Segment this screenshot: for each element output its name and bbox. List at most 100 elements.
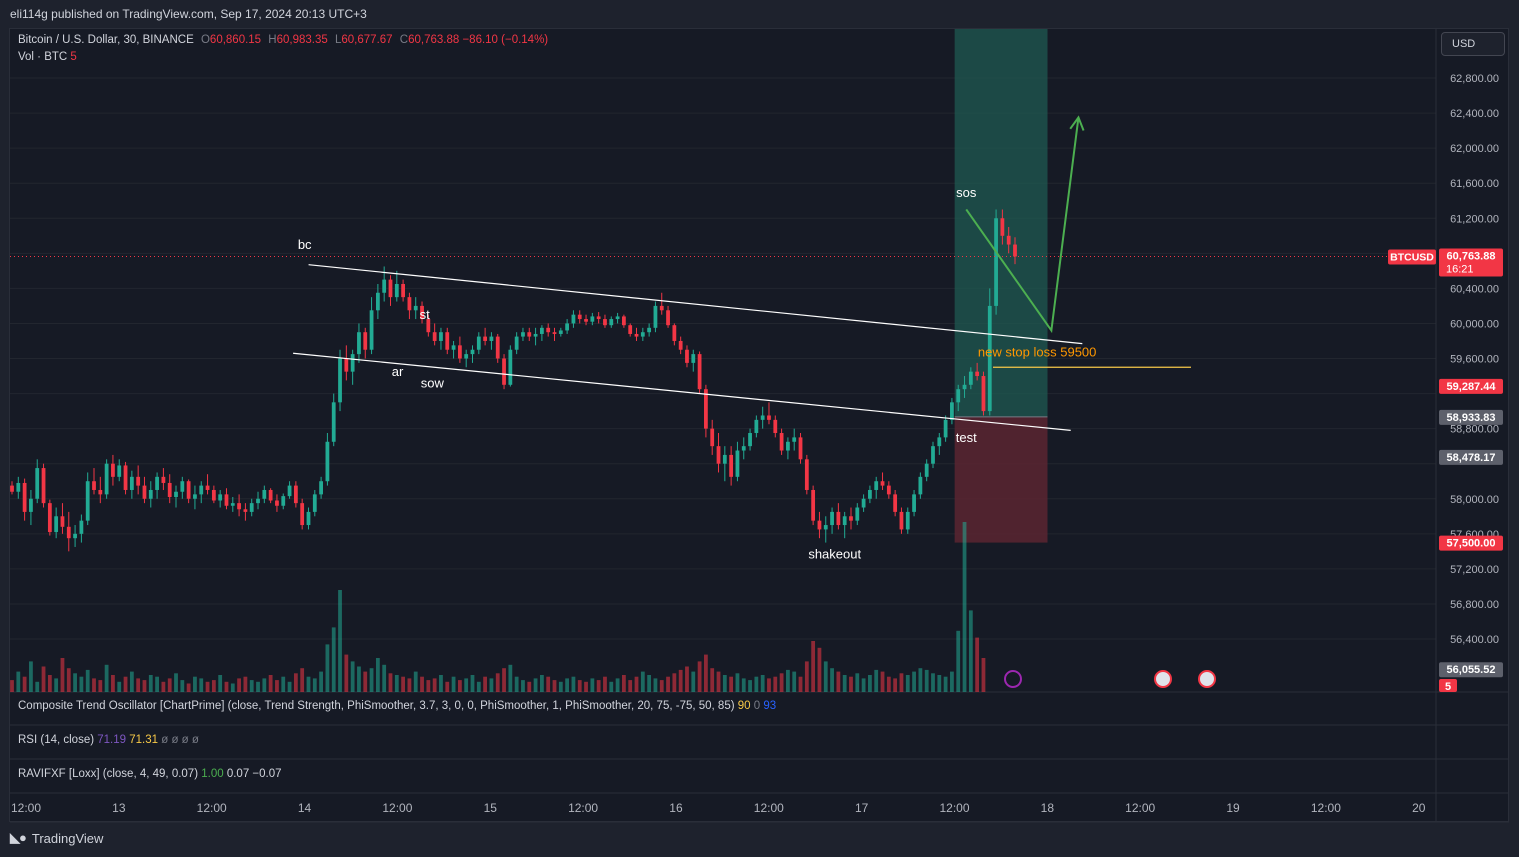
y-tick-label: 58,000.00 — [1450, 494, 1499, 506]
rsi-title: RSI (14, close) — [18, 734, 95, 746]
high-label: H — [268, 34, 277, 46]
candle-body — [211, 489, 216, 501]
volume-bar — [312, 678, 317, 692]
volume-value: 5 — [70, 51, 77, 63]
candle-body — [382, 279, 387, 293]
x-tick-label: 12:00 — [1125, 801, 1155, 815]
long-position-tool — [954, 29, 1048, 543]
candle-body — [312, 494, 317, 512]
volume-bar — [905, 675, 910, 692]
candle-body — [1013, 244, 1017, 257]
projection-arrow — [965, 117, 1080, 334]
candle-body — [609, 319, 614, 326]
volume-bar — [237, 678, 241, 692]
volume-bar — [129, 671, 134, 692]
candle-body — [104, 463, 109, 495]
candle-body — [502, 358, 506, 385]
candle-body — [817, 520, 822, 530]
volume-bar — [41, 666, 46, 692]
candle-body — [275, 500, 279, 506]
candle-body — [546, 327, 551, 333]
price-tag-label: 5 — [1445, 681, 1451, 693]
volume-bars — [10, 522, 986, 692]
annotation-sos: sos — [956, 185, 977, 200]
x-tick-label: 12:00 — [11, 801, 41, 815]
volume-bar — [767, 678, 771, 692]
rsi-indicator-legend[interactable]: RSI (14, close) 71.19 71.31 ø ø ø ø — [18, 734, 199, 746]
candle-body — [237, 503, 241, 510]
candle-body — [861, 498, 866, 508]
volume-bar — [502, 668, 506, 692]
candle-body — [293, 485, 298, 504]
candle-body — [369, 310, 374, 350]
symbol-legend[interactable]: Bitcoin / U.S. Dollar, 30, BINANCE O60,8… — [18, 34, 548, 46]
candle-body — [180, 481, 185, 492]
volume-bar — [628, 680, 633, 692]
projection-arrowhead — [1069, 115, 1085, 131]
ravi-indicator-legend[interactable]: RAVIFXF [Loxx] (close, 4, 49, 0.07) 1.00… — [18, 768, 282, 780]
volume-bar — [741, 678, 746, 692]
candle-body — [79, 520, 84, 534]
candle-body — [798, 437, 803, 460]
volume-bar — [256, 681, 260, 692]
volume-bar — [924, 669, 929, 692]
lightning-event-icon[interactable] — [1004, 670, 1022, 688]
candle-body — [193, 494, 197, 499]
candle-body — [533, 333, 538, 337]
volume-legend[interactable]: Vol · BTC 5 — [18, 51, 77, 63]
volume-bar — [319, 671, 323, 692]
candle-body — [704, 389, 708, 429]
candle-body — [483, 336, 488, 341]
high-value: 60,983.35 — [276, 34, 328, 46]
candle-body — [836, 511, 841, 526]
candle-body — [849, 516, 853, 521]
close-value: 60,763.88 — [408, 34, 460, 46]
candle-body — [375, 292, 380, 311]
volume-bar — [331, 627, 336, 692]
candle-body — [514, 336, 519, 350]
currency-button[interactable]: USD — [1441, 32, 1505, 56]
price-tag-countdown: 16:21 — [1446, 263, 1474, 275]
volume-bar — [899, 673, 904, 692]
y-tick-label: 62,800.00 — [1450, 73, 1499, 85]
annotation-bc: bc — [298, 237, 312, 252]
candle-body — [199, 485, 204, 495]
candle-body — [792, 437, 797, 442]
y-tick-label: 60,400.00 — [1450, 283, 1499, 295]
volume-bar — [842, 675, 847, 692]
price-tag-label: 57,500.00 — [1447, 538, 1496, 550]
y-tick-label: 56,400.00 — [1450, 634, 1499, 646]
volume-bar — [640, 671, 645, 692]
candle-body — [981, 376, 986, 412]
volume-bar — [161, 681, 166, 692]
volume-bar — [489, 678, 494, 692]
annotation-ar: ar — [392, 364, 404, 379]
symbol-tag — [1388, 249, 1436, 265]
volume-bar — [382, 664, 387, 692]
volume-bar — [439, 675, 443, 692]
candle-body — [401, 283, 405, 298]
candle-body — [243, 509, 248, 512]
volume-bar — [363, 671, 368, 692]
candle-body — [407, 297, 412, 311]
candle-body — [111, 463, 115, 477]
volume-bar — [388, 673, 393, 692]
candle-body — [413, 305, 418, 311]
us-flag-event-icon[interactable] — [1198, 670, 1216, 688]
volume-bar — [691, 671, 696, 692]
volume-bar — [476, 681, 481, 692]
volume-bar — [666, 676, 670, 692]
candle-body — [830, 511, 834, 526]
footer-brand[interactable]: ◣● TradingView — [10, 830, 103, 846]
volume-bar — [104, 664, 109, 692]
volume-bar — [432, 678, 437, 692]
volume-bar — [230, 683, 235, 692]
us-flag-event-icon[interactable] — [1154, 670, 1172, 688]
volume-bar — [603, 676, 607, 692]
volume-bar — [773, 676, 778, 692]
cto-indicator-legend[interactable]: Composite Trend Oscillator [ChartPrime] … — [18, 700, 776, 712]
volume-bar — [350, 661, 355, 692]
candle-body — [186, 481, 191, 499]
x-tick-label: 16 — [669, 801, 683, 815]
